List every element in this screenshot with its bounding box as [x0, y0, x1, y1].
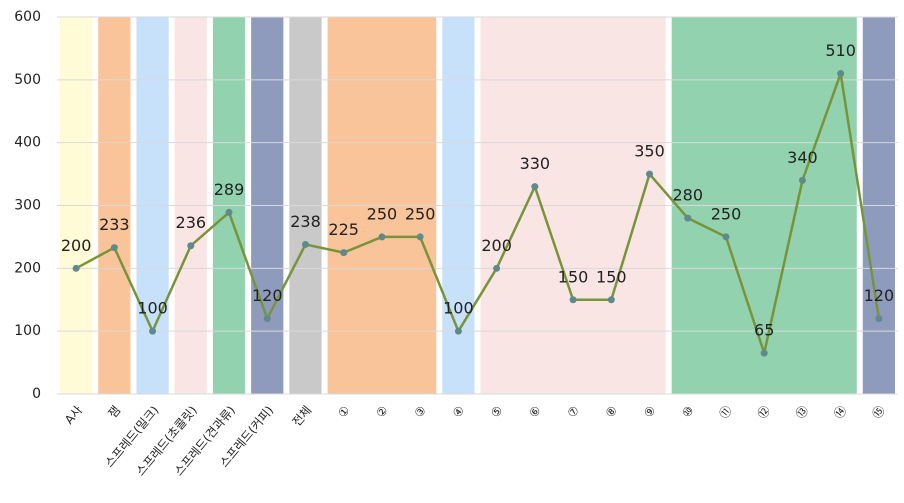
y-tick-label: 400	[14, 135, 41, 151]
marker	[378, 233, 386, 241]
y-tick-label: 100	[14, 323, 41, 339]
data-label: 65	[754, 321, 774, 340]
x-tick-label: ⑪	[717, 403, 735, 421]
data-label: 250	[405, 204, 436, 223]
line	[75, 72, 881, 355]
marker	[760, 349, 768, 357]
x-tick-label: 잼	[105, 403, 123, 420]
marker	[607, 296, 615, 304]
marker	[875, 315, 883, 323]
data-label: 233	[99, 215, 130, 234]
data-label: 200	[481, 236, 512, 255]
x-tick-label: ④	[450, 403, 468, 420]
x-tick-label: ⑨	[641, 403, 659, 420]
marker	[340, 249, 348, 257]
x-tick-label: ⑫	[755, 403, 773, 421]
marker	[225, 208, 233, 216]
data-label: 510	[825, 41, 856, 60]
x-tick-label: ⑧	[603, 403, 621, 420]
data-label: 100	[137, 299, 168, 318]
x-tick-label: ⑭	[831, 403, 849, 421]
x-tick-label: ⑥	[526, 403, 544, 420]
marker	[187, 242, 195, 250]
data-label: 100	[443, 299, 474, 318]
marker	[684, 214, 692, 222]
marker	[72, 264, 80, 272]
marker	[416, 233, 424, 241]
marker	[646, 170, 654, 178]
x-tick-label: ⑬	[793, 403, 811, 421]
y-tick-label: 500	[14, 72, 41, 88]
marker	[531, 183, 539, 191]
marker	[454, 327, 462, 335]
data-label: 120	[252, 286, 283, 305]
x-tick-label: ②	[373, 403, 391, 420]
x-tick-label: ⑤	[488, 403, 506, 420]
data-label: 340	[787, 148, 818, 167]
x-tick-label: ⑦	[564, 403, 582, 420]
marker	[798, 176, 806, 184]
marker	[569, 296, 577, 304]
data-label: 250	[711, 204, 742, 223]
x-tick-label: ①	[335, 403, 353, 420]
data-label: 236	[176, 213, 207, 232]
marker	[301, 240, 309, 248]
data-label: 120	[864, 286, 895, 305]
y-tick-label: 300	[14, 198, 41, 214]
data-label: 350	[634, 142, 665, 161]
data-label: 280	[672, 186, 703, 205]
y-tick-label: 200	[14, 260, 41, 276]
marker	[722, 233, 730, 241]
x-tick-label: ⑮	[869, 403, 887, 421]
marker	[149, 327, 157, 335]
data-label: 150	[558, 267, 589, 286]
marker	[263, 315, 271, 323]
data-label: 250	[367, 204, 398, 223]
y-tick-label: 600	[14, 9, 41, 25]
marker	[110, 244, 118, 252]
data-label: 238	[290, 212, 321, 231]
marker	[493, 264, 501, 272]
data-label: 289	[214, 180, 245, 199]
data-label: 225	[328, 220, 359, 239]
y-tick-label: 0	[32, 386, 41, 402]
data-label: 150	[596, 267, 627, 286]
x-tick-label: 전체	[290, 403, 315, 429]
x-tick-label: ⑩	[679, 403, 697, 420]
data-label: 330	[520, 154, 551, 173]
marker	[837, 70, 845, 78]
x-tick-label: A사	[62, 403, 85, 427]
x-tick-label: ③	[411, 403, 429, 420]
data-label: 200	[61, 236, 92, 255]
